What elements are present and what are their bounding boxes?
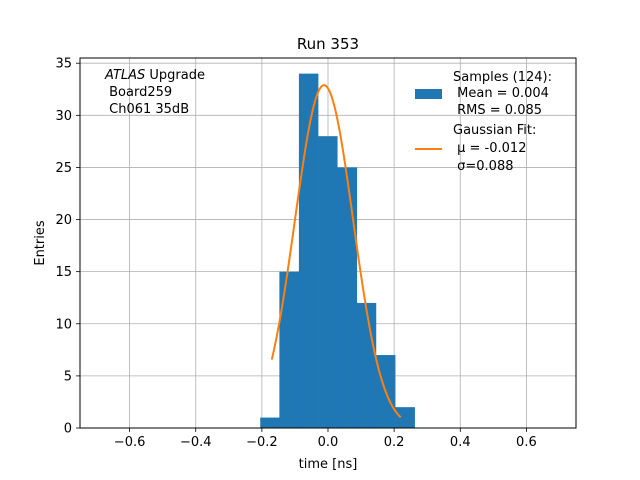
annotation-italic: ATLAS xyxy=(104,68,145,83)
x-tick-label: 0.4 xyxy=(450,435,471,450)
histogram-bar xyxy=(395,407,415,428)
y-axis-title: Entries xyxy=(33,220,48,266)
x-tick-label: −0.6 xyxy=(114,435,146,450)
y-tick-label: 15 xyxy=(55,265,72,280)
x-tick-label: 0.2 xyxy=(384,435,405,450)
x-axis-title: time [ns] xyxy=(299,457,358,472)
histogram-bar xyxy=(318,136,338,429)
y-tick-label: 5 xyxy=(64,369,72,384)
histogram-bar xyxy=(279,271,300,428)
y-tick-label: 25 xyxy=(55,161,72,176)
annotation-line-1: ATLAS Upgrade xyxy=(104,68,205,83)
legend-samples-line-3: RMS = 0.085 xyxy=(453,103,542,118)
y-tick-label: 20 xyxy=(55,213,72,228)
y-tick-label: 10 xyxy=(55,317,72,332)
x-tick-label: −0.4 xyxy=(180,435,212,450)
histogram-bar xyxy=(337,167,358,428)
gaussian-fit-line xyxy=(270,84,402,419)
x-tick-label: 0.6 xyxy=(516,435,537,450)
legend: Samples (124): Mean = 0.004 RMS = 0.085 … xyxy=(415,70,552,174)
legend-fit-line-3: σ=0.088 xyxy=(453,159,513,174)
y-axis-ticks: 0 5 10 15 20 25 30 35 xyxy=(55,57,80,437)
legend-samples-line-1: Samples (124): xyxy=(453,70,552,85)
x-tick-label: 0.0 xyxy=(318,435,339,450)
x-tick-label: −0.2 xyxy=(246,435,278,450)
y-tick-label: 0 xyxy=(64,422,72,437)
legend-fit-line-1: Gaussian Fit: xyxy=(453,123,536,138)
legend-samples-swatch xyxy=(415,89,442,99)
histogram-bar xyxy=(260,417,280,428)
legend-samples-line-2: Mean = 0.004 xyxy=(453,86,549,101)
annotation-line-2: Board259 xyxy=(105,85,172,100)
y-tick-label: 30 xyxy=(55,109,72,124)
histogram-bar xyxy=(356,302,377,428)
annotation-text: Upgrade xyxy=(145,68,205,83)
annotation-line-3: Ch061 35dB xyxy=(105,102,189,117)
y-tick-label: 35 xyxy=(55,57,72,72)
x-axis-ticks: −0.6 −0.4 −0.2 0.0 0.2 0.4 0.6 xyxy=(114,428,537,450)
atlas-annotation: ATLAS Upgrade Board259 Ch061 35dB xyxy=(104,68,205,117)
legend-fit-line-2: μ = -0.012 xyxy=(453,141,526,156)
chart-title: Run 353 xyxy=(297,35,359,53)
gaussian-fit xyxy=(270,84,402,419)
